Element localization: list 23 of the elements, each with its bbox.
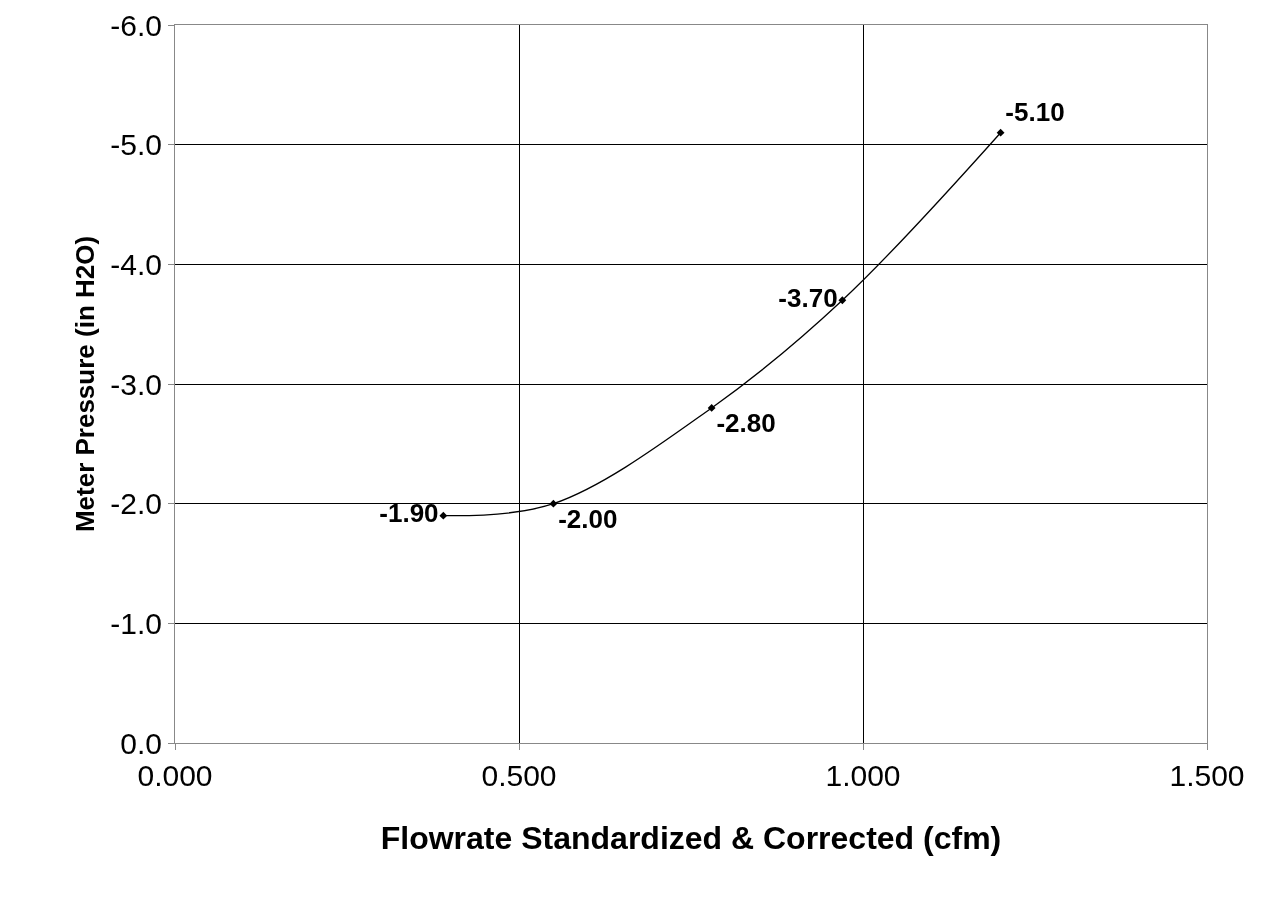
data-label: -3.70 — [778, 282, 838, 313]
y-tick-label: -2.0 — [110, 487, 162, 521]
point — [549, 499, 558, 508]
y-axis-title: Meter Pressure (in H2O) — [69, 235, 100, 533]
point — [838, 296, 847, 305]
data-label: -2.80 — [716, 408, 776, 439]
y-tick-label: -1.0 — [110, 606, 162, 640]
x-axis-title: Flowrate Standardized & Corrected (cfm) — [380, 819, 1002, 856]
y-tick-label: 0.0 — [120, 726, 162, 760]
y-tick-label: -4.0 — [110, 247, 162, 281]
x-tick-label: 1.500 — [1169, 759, 1245, 792]
x-tick-label: 0.500 — [481, 759, 557, 792]
point — [996, 128, 1005, 137]
x-tick-label: 0.000 — [137, 759, 213, 792]
point — [439, 511, 448, 520]
data-label: -2.00 — [558, 503, 618, 534]
data-label: -5.10 — [1005, 97, 1065, 128]
point — [707, 404, 716, 412]
y-tick-label: -3.0 — [110, 367, 162, 401]
y-tick-label: -6.0 — [110, 8, 162, 42]
x-tick-label: 1.000 — [825, 759, 901, 792]
data-label: -1.90 — [379, 498, 439, 529]
y-tick-label: -5.0 — [110, 128, 162, 162]
